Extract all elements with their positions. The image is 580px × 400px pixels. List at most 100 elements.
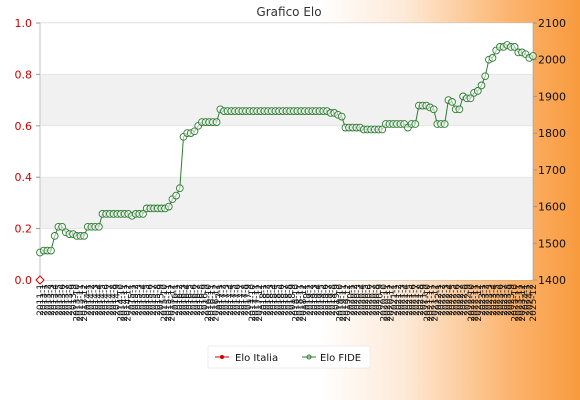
x-tick-label: 2022-1 bbox=[434, 284, 444, 316]
grid-band bbox=[40, 74, 533, 126]
x-tick-label: 2022-9 bbox=[463, 284, 473, 316]
x-tick-label: 2025-12 bbox=[529, 284, 539, 322]
chart-title: Grafico Elo bbox=[256, 5, 321, 19]
x-tick-label: 2021-4 bbox=[401, 284, 411, 316]
x-tick-label: 2014-3 bbox=[91, 284, 101, 316]
x-tick-label: 2020-5 bbox=[361, 284, 371, 316]
x-tick-label: 2014-11 bbox=[120, 284, 130, 322]
x-tick-label: 2013-11 bbox=[76, 284, 86, 322]
x-tick-label: 2014-1 bbox=[83, 284, 93, 316]
x-tick-label: 2013-6 bbox=[58, 284, 68, 316]
x-tick-label: 2023-4 bbox=[489, 284, 499, 316]
x-tick-label: 2016-7 bbox=[193, 284, 203, 316]
x-tick-label: 2023-1 bbox=[478, 284, 488, 316]
point-elo-fide bbox=[172, 191, 180, 200]
x-axis: 2011-12013-12013-22013-32013-42013-52013… bbox=[36, 284, 539, 322]
x-tick-label: 2023-12 bbox=[518, 284, 528, 322]
x-tick-label: 2015-12 bbox=[167, 284, 177, 322]
x-tick-label: 2017-11 bbox=[251, 284, 261, 322]
x-tick-label: 2019-10 bbox=[335, 284, 345, 322]
x-tick-label: 2018-2 bbox=[262, 284, 272, 316]
point-elo-fide bbox=[190, 127, 199, 136]
plot-area bbox=[39, 22, 534, 281]
x-tick-label: 2023-3 bbox=[485, 284, 495, 316]
x-tick-label: 2015-10 bbox=[160, 284, 170, 322]
x-tick-label: 2013-5 bbox=[54, 284, 64, 316]
x-tick-label: 2014-9 bbox=[113, 284, 123, 316]
x-tick-label: 2015-4 bbox=[138, 284, 148, 316]
x-tick-label: 2019-1 bbox=[303, 284, 313, 316]
x-tick-label: 2022-12 bbox=[474, 284, 484, 322]
x-tick-label: 2023-6 bbox=[496, 284, 506, 316]
x-tick-label: 2015-5 bbox=[142, 284, 152, 316]
x-tick-label: 2016-9 bbox=[200, 284, 210, 316]
x-tick-label: 2023-5 bbox=[492, 284, 502, 316]
x-tick-label: 2019-8 bbox=[328, 284, 338, 316]
right-tick-label: 1800 bbox=[538, 127, 566, 140]
x-tick-label: 2020-7 bbox=[368, 284, 378, 316]
x-tick-label: 2017-2 bbox=[219, 284, 229, 316]
x-tick-label: 2013-10 bbox=[73, 284, 83, 322]
x-tick-label: 2022-5 bbox=[449, 284, 459, 316]
x-tick-label: 2019-3 bbox=[310, 284, 320, 316]
x-tick-label: 2016-4 bbox=[182, 284, 192, 316]
x-tick-label: 2017-4 bbox=[226, 284, 236, 316]
x-tick-label: 2024-1 bbox=[522, 284, 532, 316]
x-tick-label: 2015-6 bbox=[146, 284, 156, 316]
x-tick-label: 2013-3 bbox=[47, 284, 57, 316]
x-tick-label: 2017-7 bbox=[237, 284, 247, 316]
point-elo-fide bbox=[448, 98, 456, 106]
x-tick-label: 2022-6 bbox=[452, 284, 462, 316]
x-tick-label: 2021-9 bbox=[419, 284, 429, 316]
x-tick-label: 2022-11 bbox=[471, 284, 481, 322]
x-tick-label: 2019-4 bbox=[314, 284, 324, 316]
x-tick-label: 2021-2 bbox=[394, 284, 404, 316]
legend-box bbox=[207, 345, 371, 369]
x-tick-label: 2017-9 bbox=[244, 284, 254, 316]
x-tick-label: 2015-11 bbox=[164, 284, 174, 322]
point-elo-fide bbox=[429, 105, 438, 114]
point-elo-fide bbox=[378, 125, 387, 134]
x-tick-label: 2013-9 bbox=[69, 284, 79, 316]
point-elo-fide bbox=[58, 222, 66, 231]
x-tick-label: 2014-7 bbox=[105, 284, 115, 316]
x-tick-label: 2014-12 bbox=[124, 284, 134, 322]
point-elo-fide bbox=[529, 52, 537, 60]
x-tick-label: 2023-2 bbox=[482, 284, 492, 316]
x-tick-label: 2019-5 bbox=[317, 284, 327, 316]
x-tick-label: 2016-8 bbox=[197, 284, 207, 316]
left-tick-label: 0.6 bbox=[15, 120, 33, 133]
left-axis: 0.0 0.2 0.4 0.6 0.8 1.0 bbox=[15, 17, 40, 287]
legend-marker-elo-italia bbox=[220, 355, 224, 359]
x-tick-label: 2022-8 bbox=[460, 284, 470, 316]
x-tick-label: 2019-6 bbox=[321, 284, 331, 316]
x-tick-label: 2023-8 bbox=[503, 284, 513, 316]
point-elo-fide bbox=[139, 210, 147, 218]
x-tick-label: 2019-9 bbox=[332, 284, 342, 316]
point-elo-fide bbox=[411, 120, 420, 128]
x-tick-label: 2013-12 bbox=[80, 284, 90, 322]
point-elo-fide bbox=[80, 232, 88, 240]
x-tick-label: 2023-11 bbox=[514, 284, 524, 322]
x-tick-label: 2024-2 bbox=[525, 284, 535, 316]
x-tick-label: 2017-12 bbox=[255, 284, 265, 322]
point-elo-fide bbox=[455, 105, 464, 114]
grid-band bbox=[40, 23, 533, 75]
x-tick-label: 2020-8 bbox=[372, 284, 382, 316]
x-tick-label: 2018-6 bbox=[277, 284, 287, 316]
x-tick-label: 2019-7 bbox=[324, 284, 334, 316]
x-tick-label: 2017-8 bbox=[241, 284, 251, 316]
point-elo-italia bbox=[35, 275, 45, 285]
point-elo-fide bbox=[466, 94, 475, 103]
x-tick-label: 2021-12 bbox=[430, 284, 440, 322]
point-elo-fide bbox=[477, 81, 486, 90]
right-tick-label: 1600 bbox=[538, 201, 566, 214]
right-tick-label: 1400 bbox=[538, 274, 566, 287]
x-tick-label: 2020-6 bbox=[365, 284, 375, 316]
x-tick-label: 2015-2 bbox=[131, 284, 141, 316]
right-tick-label: 1700 bbox=[538, 164, 566, 177]
x-tick-label: 2018-12 bbox=[299, 284, 309, 322]
point-elo-fide bbox=[473, 87, 482, 95]
x-tick-label: 2018-11 bbox=[295, 284, 305, 322]
